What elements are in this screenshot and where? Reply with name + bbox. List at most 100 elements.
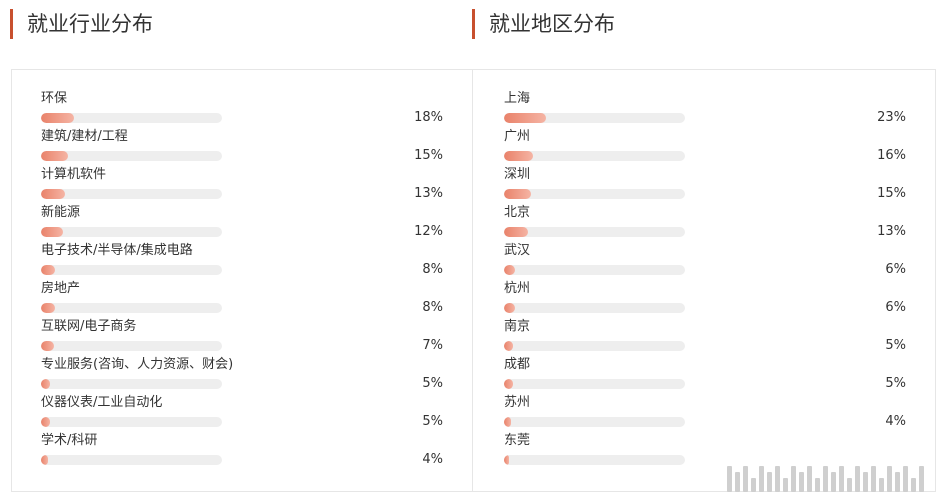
category-label: 东莞 xyxy=(504,433,531,448)
bar-row: 互联网/电子商务 7% xyxy=(41,318,443,356)
bar xyxy=(504,151,533,161)
bar-track xyxy=(504,151,685,161)
value-label: 8% xyxy=(422,262,443,277)
category-label: 成都 xyxy=(504,357,531,372)
industry-chart-title: 就业行业分布 xyxy=(10,9,153,39)
bar xyxy=(504,265,515,275)
bar-track xyxy=(504,265,685,275)
category-label: 南京 xyxy=(504,319,531,334)
bar-track xyxy=(41,151,222,161)
value-label: 5% xyxy=(885,338,906,353)
bar-track xyxy=(504,379,685,389)
category-label: 环保 xyxy=(41,91,68,106)
value-label: 5% xyxy=(422,376,443,391)
industry-bar-chart: 环保 18% 建筑/建材/工程 15% 计算机软件 13% 新能源 12% 电子技术/半导体/集… xyxy=(41,90,443,470)
value-label: 23% xyxy=(877,110,906,125)
value-label: 7% xyxy=(422,338,443,353)
bar-track xyxy=(41,379,222,389)
bar xyxy=(504,227,528,237)
bar-track xyxy=(41,265,222,275)
charts-frame xyxy=(11,69,936,492)
bar-row: 仪器仪表/工业自动化 5% xyxy=(41,394,443,432)
value-label: 8% xyxy=(422,300,443,315)
bar xyxy=(504,341,514,351)
bar-row: 学术/科研 4% xyxy=(41,432,443,470)
value-label: 13% xyxy=(414,186,443,201)
value-label: 18% xyxy=(414,110,443,125)
value-label: 15% xyxy=(414,148,443,163)
bar-track xyxy=(41,417,222,427)
bar-track xyxy=(41,113,222,123)
category-label: 杭州 xyxy=(504,281,531,296)
bar-track xyxy=(41,455,222,465)
category-label: 房地产 xyxy=(41,281,81,296)
bar-track xyxy=(504,113,685,123)
bar xyxy=(41,189,65,199)
bar xyxy=(41,227,63,237)
watermark-icon xyxy=(727,466,924,492)
bar xyxy=(504,113,546,123)
category-label: 武汉 xyxy=(504,243,531,258)
region-bar-chart: 上海 23% 广州 16% 深圳 15% 北京 13% 武汉 6% 杭州 6% 南京 5% 成都 5% 苏州 4%… xyxy=(504,90,906,470)
value-label: 16% xyxy=(877,148,906,163)
bar-row: 杭州 6% xyxy=(504,280,906,318)
bar xyxy=(504,455,510,465)
bar-row: 苏州 4% xyxy=(504,394,906,432)
bar-row: 成都 5% xyxy=(504,356,906,394)
bar-row: 环保 18% xyxy=(41,90,443,128)
bar xyxy=(504,189,532,199)
category-label: 深圳 xyxy=(504,167,531,182)
bar xyxy=(504,417,512,427)
category-label: 专业服务(咨询、人力资源、财会) xyxy=(41,357,234,372)
charts-divider xyxy=(472,69,473,492)
value-label: 4% xyxy=(885,414,906,429)
value-label: 5% xyxy=(885,376,906,391)
bar xyxy=(41,341,54,351)
bar xyxy=(504,303,515,313)
category-label: 计算机软件 xyxy=(41,167,107,182)
bar-track xyxy=(504,417,685,427)
category-label: 互联网/电子商务 xyxy=(41,319,137,334)
bar-track xyxy=(504,303,685,313)
value-label: 12% xyxy=(414,224,443,239)
category-label: 苏州 xyxy=(504,395,531,410)
value-label: 6% xyxy=(885,262,906,277)
category-label: 新能源 xyxy=(41,205,81,220)
bar-row: 专业服务(咨询、人力资源、财会) 5% xyxy=(41,356,443,394)
value-label: 4% xyxy=(422,452,443,467)
value-label: 15% xyxy=(877,186,906,201)
bar xyxy=(41,151,69,161)
bar-track xyxy=(504,189,685,199)
category-label: 学术/科研 xyxy=(41,433,98,448)
bar-track xyxy=(504,227,685,237)
bar xyxy=(41,379,51,389)
bar-track xyxy=(504,341,685,351)
value-label: 6% xyxy=(885,300,906,315)
bar-track xyxy=(41,227,222,237)
bar-row: 深圳 15% xyxy=(504,166,906,204)
category-label: 电子技术/半导体/集成电路 xyxy=(41,243,193,258)
bar-row: 广州 16% xyxy=(504,128,906,166)
bar-row: 建筑/建材/工程 15% xyxy=(41,128,443,166)
bar-row: 东莞 xyxy=(504,432,906,470)
category-label: 仪器仪表/工业自动化 xyxy=(41,395,163,410)
bar-row: 计算机软件 13% xyxy=(41,166,443,204)
bar-row: 电子技术/半导体/集成电路 8% xyxy=(41,242,443,280)
category-label: 上海 xyxy=(504,91,531,106)
bar-row: 武汉 6% xyxy=(504,242,906,280)
bar xyxy=(41,265,56,275)
category-label: 北京 xyxy=(504,205,531,220)
bar-row: 北京 13% xyxy=(504,204,906,242)
bar-row: 房地产 8% xyxy=(41,280,443,318)
bar-row: 上海 23% xyxy=(504,90,906,128)
bar-track xyxy=(504,455,685,465)
bar xyxy=(41,417,51,427)
bar-track xyxy=(41,341,222,351)
value-label: 5% xyxy=(422,414,443,429)
bar-track xyxy=(41,303,222,313)
bar xyxy=(41,303,56,313)
category-label: 建筑/建材/工程 xyxy=(41,129,128,144)
bar xyxy=(41,455,49,465)
bar xyxy=(41,113,74,123)
bar-row: 南京 5% xyxy=(504,318,906,356)
